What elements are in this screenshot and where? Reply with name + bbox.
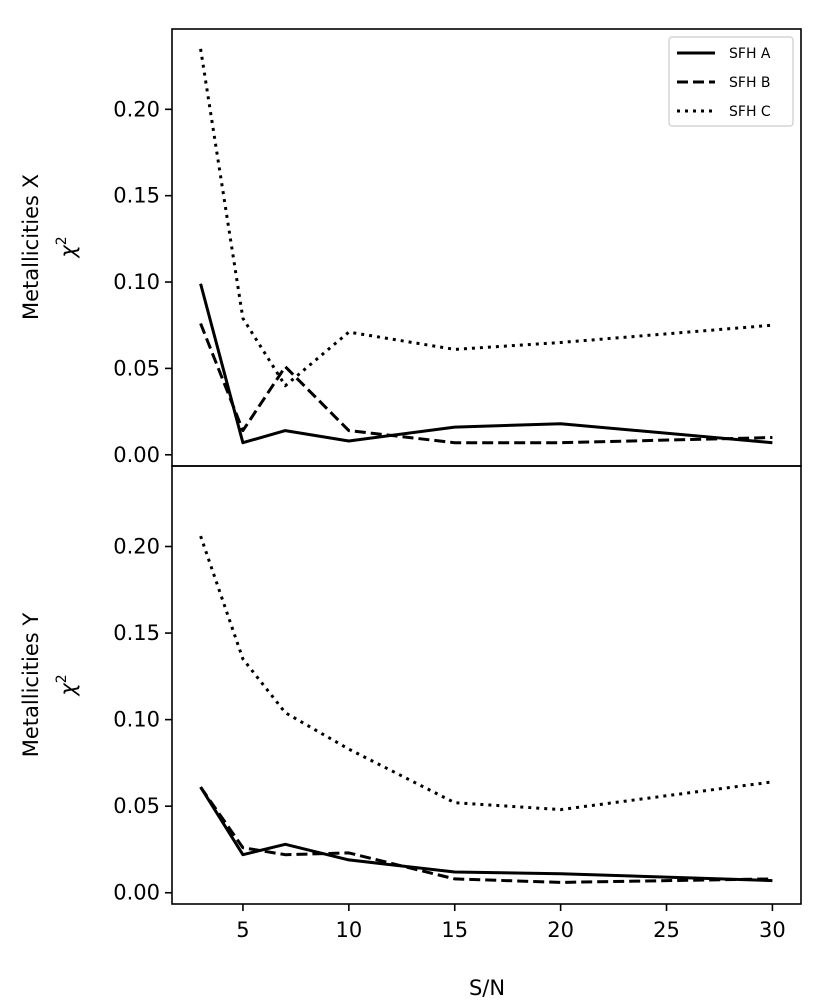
bottom-ytick-label: 0.05: [113, 794, 160, 818]
xtick-label: 10: [335, 918, 362, 942]
top-panel: 0.000.050.100.150.20 Metallicities X χ2 …: [19, 28, 802, 467]
bottom-plot-frame: [171, 465, 802, 905]
xtick-label: 25: [653, 918, 680, 942]
bottom-series-sfh-b: [199, 786, 773, 884]
top-series-sfh-b: [199, 322, 773, 445]
legend-label-sfh-b: SFH B: [729, 75, 771, 91]
bottom-ytick-label: 0.20: [113, 535, 160, 559]
bottom-ytick-label: 0.00: [113, 881, 160, 905]
bottom-yticks-group: 0.00 0.05 0.10 0.15 0.20: [113, 535, 172, 905]
top-ytick-label: 0.10: [113, 270, 160, 294]
legend-box: [668, 36, 794, 127]
legend-label-sfh-a: SFH A: [729, 46, 771, 62]
xtick-label: 15: [441, 918, 468, 942]
top-ylabel-line1: Metallicities X: [19, 174, 43, 320]
top-ytick-label: 0.20: [113, 97, 160, 121]
top-ylabel-line2: χ2: [54, 236, 80, 258]
bottom-ylabel-line1: Metallicities Y: [19, 613, 43, 758]
bottom-series-group: [199, 535, 773, 884]
top-ytick-label: 0.15: [113, 184, 160, 208]
top-chi2-label: χ2: [54, 236, 80, 258]
top-series-sfh-c: [199, 48, 773, 388]
top-series-sfh-a: [199, 283, 773, 445]
bottom-ytick-label: 0.10: [113, 708, 160, 732]
bottom-ytick-label: 0.15: [113, 621, 160, 645]
bottom-series-sfh-a: [199, 786, 773, 883]
bottom-xticks-group: 5 10 15 20 25 30: [236, 904, 786, 942]
top-ytick-label: 0.00: [113, 443, 160, 467]
xtick-label: 20: [547, 918, 574, 942]
top-y-axis-label: Metallicities X: [19, 174, 43, 320]
top-yticks-group: 0.00 0.05 0.10 0.15 0.20: [113, 97, 172, 467]
top-ytick-label: 0.05: [113, 356, 160, 380]
legend-label-sfh-c: SFH C: [729, 104, 771, 120]
bottom-ylabel-line2: χ2: [54, 674, 80, 696]
legend: SFH A SFH B SFH C: [668, 36, 794, 127]
xtick-label: 30: [759, 918, 786, 942]
bottom-panel: 0.00 0.05 0.10 0.15 0.20 5 10 15 20 25 30 Metalli…: [19, 465, 802, 1000]
x-axis-label: S/N: [469, 976, 505, 1000]
bottom-y-axis-label: Metallicities Y: [19, 613, 43, 758]
bottom-series-sfh-c: [199, 535, 773, 812]
xtick-label: 5: [236, 918, 249, 942]
bottom-chi2-label: χ2: [54, 674, 80, 696]
top-series-group: [199, 48, 773, 445]
